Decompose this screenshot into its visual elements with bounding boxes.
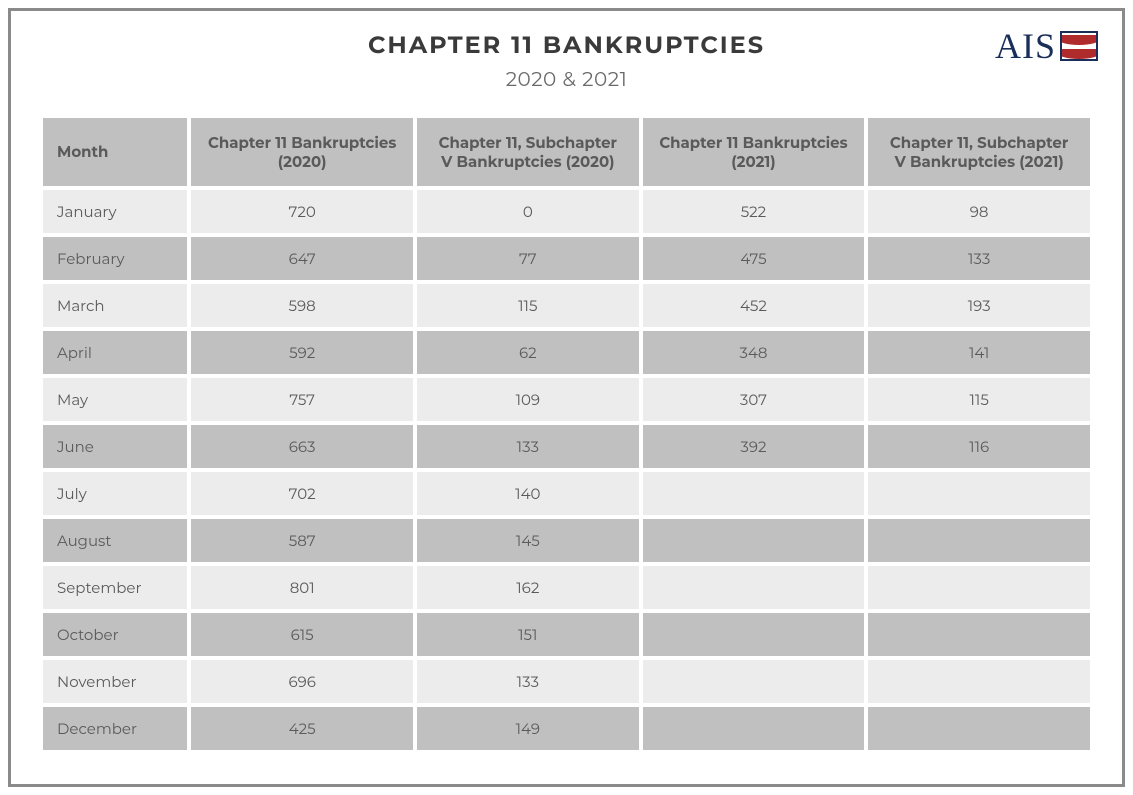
cell-month: January <box>43 190 187 233</box>
table-row: May757109307115 <box>43 378 1090 421</box>
cell-sub5_2020: 133 <box>417 660 639 703</box>
cell-month: November <box>43 660 187 703</box>
col-sub5-2021: Chapter 11, Subchapter V Bankruptcies (2… <box>868 118 1090 186</box>
table-row: March598115452193 <box>43 284 1090 327</box>
cell-month: December <box>43 707 187 750</box>
cell-sub5_2020: 151 <box>417 613 639 656</box>
cell-month: May <box>43 378 187 421</box>
cell-sub5_2020: 162 <box>417 566 639 609</box>
table-row: October615151 <box>43 613 1090 656</box>
cell-c11_2020: 757 <box>191 378 413 421</box>
cell-sub5_2021: 193 <box>868 284 1090 327</box>
cell-sub5_2021: 133 <box>868 237 1090 280</box>
cell-sub5_2021: 116 <box>868 425 1090 468</box>
cell-month: August <box>43 519 187 562</box>
cell-c11_2021 <box>643 566 865 609</box>
cell-c11_2021 <box>643 707 865 750</box>
table-row: November696133 <box>43 660 1090 703</box>
flag-icon <box>1060 31 1098 61</box>
cell-c11_2021: 392 <box>643 425 865 468</box>
table-row: July702140 <box>43 472 1090 515</box>
cell-sub5_2020: 62 <box>417 331 639 374</box>
cell-sub5_2020: 149 <box>417 707 639 750</box>
cell-sub5_2020: 115 <box>417 284 639 327</box>
table-row: June663133392116 <box>43 425 1090 468</box>
col-c11-2020: Chapter 11 Bankruptcies (2020) <box>191 118 413 186</box>
table-row: January720052298 <box>43 190 1090 233</box>
cell-month: June <box>43 425 187 468</box>
cell-c11_2020: 696 <box>191 660 413 703</box>
cell-month: March <box>43 284 187 327</box>
cell-c11_2020: 647 <box>191 237 413 280</box>
cell-sub5_2020: 133 <box>417 425 639 468</box>
cell-c11_2020: 702 <box>191 472 413 515</box>
table-row: August587145 <box>43 519 1090 562</box>
cell-sub5_2021 <box>868 613 1090 656</box>
cell-month: April <box>43 331 187 374</box>
table-header-row: Month Chapter 11 Bankruptcies (2020) Cha… <box>43 118 1090 186</box>
cell-sub5_2021: 115 <box>868 378 1090 421</box>
logo-text: AIS <box>995 25 1056 67</box>
cell-month: February <box>43 237 187 280</box>
cell-c11_2020: 663 <box>191 425 413 468</box>
cell-sub5_2021 <box>868 707 1090 750</box>
table-body: January720052298February64777475133March… <box>43 190 1090 750</box>
cell-c11_2021 <box>643 613 865 656</box>
col-c11-2021: Chapter 11 Bankruptcies (2021) <box>643 118 865 186</box>
cell-c11_2020: 615 <box>191 613 413 656</box>
table-row: February64777475133 <box>43 237 1090 280</box>
cell-c11_2021 <box>643 519 865 562</box>
title-block: CHAPTER 11 BANKRUPTCIES 2020 & 2021 <box>39 31 1094 92</box>
table-row: December425149 <box>43 707 1090 750</box>
ais-logo: AIS <box>995 25 1098 67</box>
page-subtitle: 2020 & 2021 <box>39 68 1094 92</box>
cell-c11_2020: 592 <box>191 331 413 374</box>
cell-month: October <box>43 613 187 656</box>
cell-sub5_2021: 98 <box>868 190 1090 233</box>
col-sub5-2020: Chapter 11, Subchapter V Bankruptcies (2… <box>417 118 639 186</box>
cell-sub5_2020: 140 <box>417 472 639 515</box>
cell-sub5_2021 <box>868 519 1090 562</box>
cell-sub5_2020: 145 <box>417 519 639 562</box>
cell-c11_2021: 475 <box>643 237 865 280</box>
cell-month: September <box>43 566 187 609</box>
cell-c11_2020: 720 <box>191 190 413 233</box>
cell-c11_2021: 522 <box>643 190 865 233</box>
cell-sub5_2020: 77 <box>417 237 639 280</box>
cell-c11_2021 <box>643 472 865 515</box>
table-row: April59262348141 <box>43 331 1090 374</box>
cell-month: July <box>43 472 187 515</box>
cell-c11_2020: 801 <box>191 566 413 609</box>
cell-sub5_2020: 109 <box>417 378 639 421</box>
cell-c11_2021: 452 <box>643 284 865 327</box>
cell-c11_2020: 425 <box>191 707 413 750</box>
table-row: September801162 <box>43 566 1090 609</box>
cell-sub5_2021 <box>868 472 1090 515</box>
cell-c11_2020: 587 <box>191 519 413 562</box>
bankruptcies-table: Month Chapter 11 Bankruptcies (2020) Cha… <box>39 114 1094 754</box>
cell-sub5_2021: 141 <box>868 331 1090 374</box>
cell-sub5_2021 <box>868 660 1090 703</box>
cell-c11_2021: 348 <box>643 331 865 374</box>
page-title: CHAPTER 11 BANKRUPTCIES <box>39 31 1094 60</box>
cell-c11_2020: 598 <box>191 284 413 327</box>
cell-c11_2021: 307 <box>643 378 865 421</box>
cell-sub5_2020: 0 <box>417 190 639 233</box>
document-frame: AIS CHAPTER 11 BANKRUPTCIES 2020 & 2021 … <box>8 8 1125 787</box>
cell-c11_2021 <box>643 660 865 703</box>
col-month: Month <box>43 118 187 186</box>
cell-sub5_2021 <box>868 566 1090 609</box>
